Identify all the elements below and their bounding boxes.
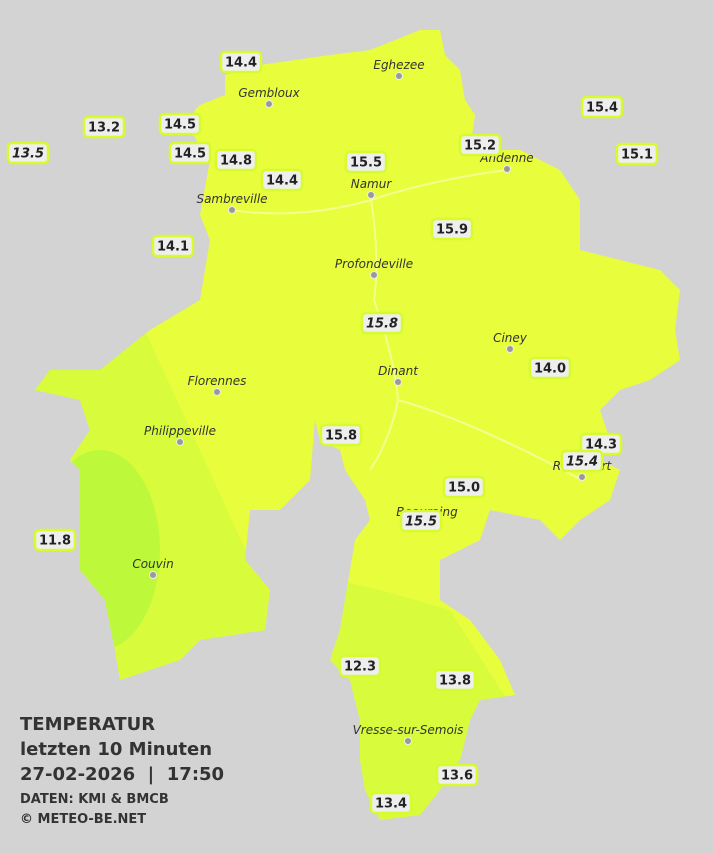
station-value: 14.5 [174, 147, 206, 162]
station-value: 15.9 [436, 223, 468, 238]
station-box [338, 654, 382, 678]
city-label: Profondeville [335, 257, 413, 271]
station-value: 15.4 [586, 101, 618, 116]
station-box [219, 50, 263, 74]
station-box [435, 763, 479, 787]
station-box [433, 668, 477, 692]
station-box [151, 234, 195, 258]
city-dot [228, 206, 236, 214]
station-value: 13.5 [12, 147, 44, 162]
city-dot [370, 271, 378, 279]
city-dot [394, 378, 402, 386]
station-box [82, 115, 126, 139]
station-value: 15.8 [325, 429, 357, 444]
station-value: 14.8 [220, 154, 252, 169]
city-label: Namur [351, 177, 393, 191]
station-box [33, 528, 77, 552]
station-box [319, 423, 363, 447]
station-value: 14.1 [157, 240, 189, 255]
station-box [158, 112, 202, 136]
station-value: 14.5 [164, 118, 196, 133]
station-value: 11.8 [39, 534, 71, 549]
legend-copyright: © METEO-BE.NET [20, 812, 146, 827]
station-value: 15.8 [366, 317, 398, 332]
legend-source: DATEN: KMI & BMCB [20, 792, 169, 807]
station-box [214, 148, 258, 172]
station-box [430, 217, 474, 241]
legend-datetime: 27-02-2026 | 17:50 [20, 764, 224, 785]
station-value: 13.4 [375, 797, 407, 812]
station-box [260, 168, 304, 192]
city-dot [265, 100, 273, 108]
station-value: 13.2 [88, 121, 120, 136]
city-label: Couvin [132, 557, 173, 571]
city-label: Eghezee [373, 58, 424, 72]
station-value: 14.3 [585, 438, 617, 453]
station-value: 15.4 [566, 455, 598, 470]
legend-title: TEMPERATUR [20, 714, 155, 735]
city-label: Florennes [188, 374, 247, 388]
station-value: 14.0 [534, 362, 566, 377]
station-value: 15.1 [621, 148, 653, 163]
station-value: 13.8 [439, 674, 471, 689]
city-label: Sambreville [196, 192, 267, 206]
city-dot [395, 72, 403, 80]
station-value: 12.3 [344, 660, 376, 675]
station-value: 15.5 [350, 156, 382, 171]
station-value: 14.4 [266, 174, 298, 189]
city-dot [578, 473, 586, 481]
station-box [6, 141, 50, 165]
city-label: Philippeville [144, 424, 216, 438]
station-value: 15.5 [405, 515, 437, 530]
station-box [168, 141, 212, 165]
station-box [560, 449, 604, 473]
city-label: Vresse-sur-Semois [353, 723, 464, 737]
city-label: Dinant [378, 364, 419, 378]
city-dot [367, 191, 375, 199]
station-value: 14.4 [225, 56, 257, 71]
station-box [399, 509, 443, 533]
station-box [580, 95, 624, 119]
city-dot [506, 345, 514, 353]
station-box [369, 791, 413, 815]
station-box [344, 150, 388, 174]
legend-subtitle: letzten 10 Minuten [20, 739, 212, 760]
station-value: 15.0 [448, 481, 480, 496]
city-dot [149, 571, 157, 579]
city-dot [213, 388, 221, 396]
city-dot [176, 438, 184, 446]
city-dot [503, 165, 511, 173]
station-box [360, 311, 404, 335]
station-box [458, 133, 502, 157]
city-dot [404, 737, 412, 745]
city-label: Ciney [493, 331, 528, 345]
station-value: 15.2 [464, 139, 496, 154]
station-box [442, 475, 486, 499]
station-box [615, 142, 659, 166]
station-value: 13.6 [441, 769, 473, 784]
city-label: Gembloux [238, 86, 300, 100]
station-box [528, 356, 572, 380]
